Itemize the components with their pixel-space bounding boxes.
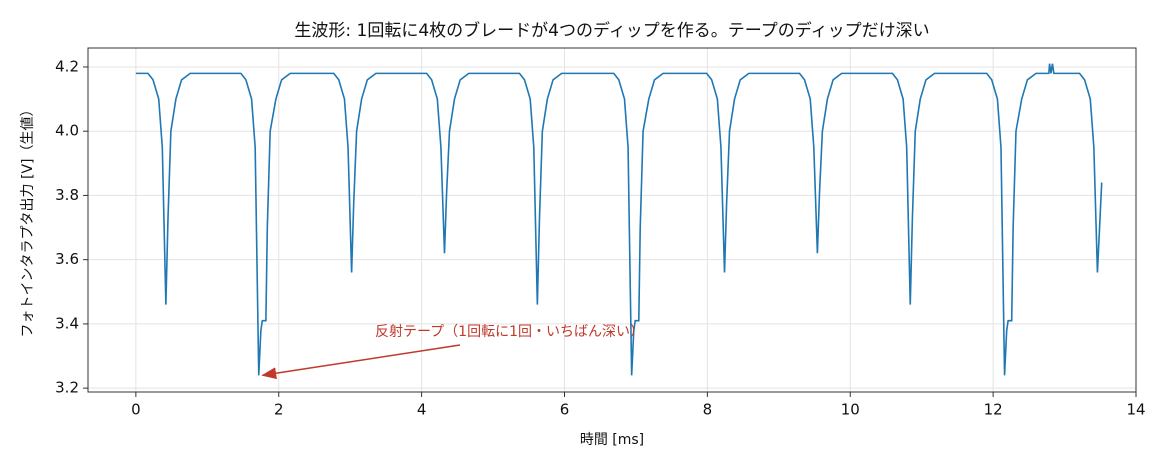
x-tick-label: 0 (131, 401, 141, 419)
plot-frame (87, 47, 1137, 393)
x-tick-label: 2 (274, 401, 284, 419)
x-tick-label: 4 (417, 401, 427, 419)
x-tick-label: 8 (703, 401, 713, 419)
y-axis-label: フォトインタラプタ出力 [V]（生値） (20, 103, 36, 338)
x-tick-label: 10 (841, 401, 860, 419)
x-axis-label: 時間 [ms] (580, 432, 644, 448)
y-tick-label: 3.4 (55, 314, 79, 332)
data-line (135, 63, 1103, 376)
x-tick-label: 12 (984, 401, 1003, 419)
y-tick-label: 3.2 (55, 379, 79, 397)
x-tick-label: 14 (1126, 401, 1145, 419)
y-tick-label: 3.6 (55, 250, 79, 268)
y-tick-label: 4.2 (55, 57, 79, 75)
y-tick-label: 4.0 (55, 122, 79, 140)
y-tick-label: 3.8 (55, 186, 79, 204)
annotation: 反射テープ（1回転に1回・いちばん深い） (375, 324, 644, 340)
chart-title: 生波形: 1回転に4枚のブレードが4つのディップを作る。テープのディップだけ深い (294, 20, 929, 41)
annotation-arrow (261, 344, 461, 380)
x-tick-label: 6 (560, 401, 570, 419)
